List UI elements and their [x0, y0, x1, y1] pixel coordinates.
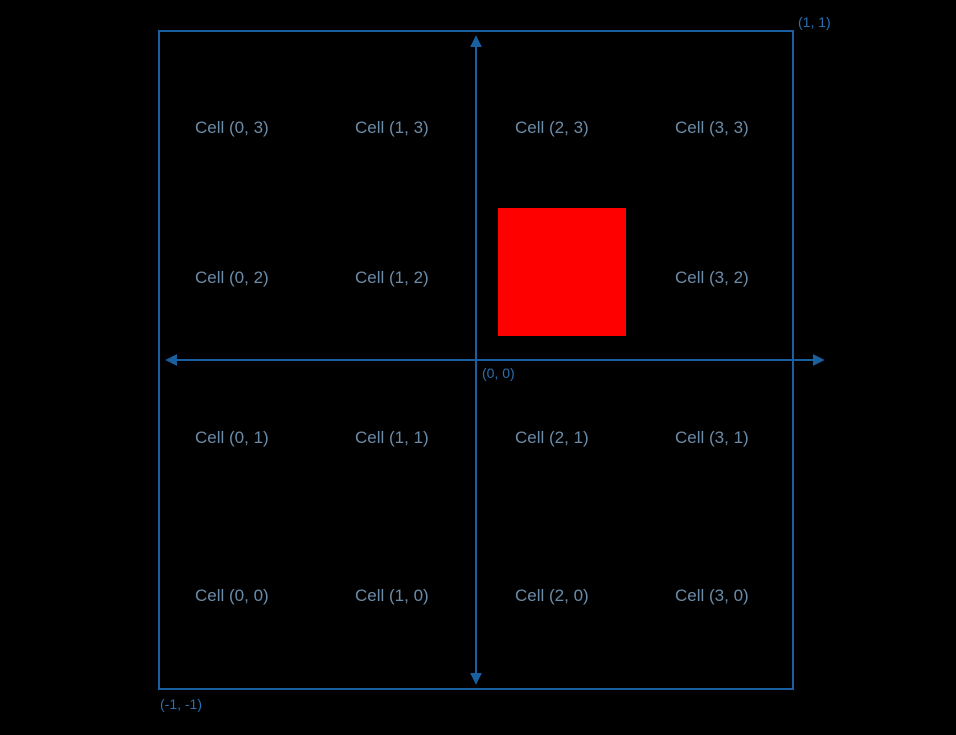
coord-top-right: (1, 1)	[798, 14, 831, 30]
coord-bottom-left: (-1, -1)	[160, 696, 202, 712]
cell-label: Cell (2, 1)	[515, 428, 589, 448]
cell-label: Cell (3, 1)	[675, 428, 749, 448]
cell-label: Cell (1, 3)	[355, 118, 429, 138]
cell-label: Cell (1, 0)	[355, 586, 429, 606]
cell-label: Cell (1, 1)	[355, 428, 429, 448]
cell-label: Cell (2, 0)	[515, 586, 589, 606]
cell-label: Cell (0, 2)	[195, 268, 269, 288]
cell-label: Cell (3, 2)	[675, 268, 749, 288]
cell-label: Cell (2, 3)	[515, 118, 589, 138]
cell-label: Cell (3, 3)	[675, 118, 749, 138]
cell-label: Cell (0, 0)	[195, 586, 269, 606]
coordinate-grid-diagram: Cell (0, 3) Cell (1, 3) Cell (2, 3) Cell (3…	[0, 0, 956, 735]
cell-label: Cell (0, 3)	[195, 118, 269, 138]
cell-label: Cell (1, 2)	[355, 268, 429, 288]
axes	[0, 0, 956, 735]
cell-label: Cell (3, 0)	[675, 586, 749, 606]
cell-label: Cell (0, 1)	[195, 428, 269, 448]
coord-origin: (0, 0)	[482, 365, 515, 381]
highlighted-cell-square	[498, 208, 626, 336]
